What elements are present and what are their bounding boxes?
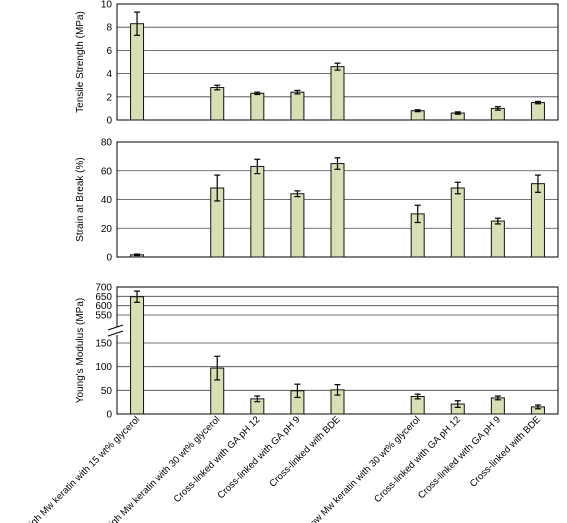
y-tick-label: 6 (106, 46, 112, 57)
y-tick-label: 10 (101, 0, 113, 11)
y-tick-label: 2 (106, 92, 112, 103)
y-axis-label: Tensile Strength (MPa) (75, 11, 86, 113)
y-tick-label: 550 (95, 311, 112, 322)
bar (330, 66, 345, 121)
panel-1: 0 2 4 6 8 10 Tensile Strength (MPa) (75, 0, 559, 127)
y-tick-label: 8 (106, 23, 112, 34)
y-tick-label: 20 (101, 224, 113, 235)
category-label: Cross-linked with BDE (468, 414, 543, 489)
bar (130, 296, 145, 415)
bar (330, 163, 345, 258)
y-tick-label: 150 (95, 339, 112, 350)
bar (490, 220, 505, 258)
category-labels: High Mw keratin with 15 wt% glycerolHigh… (22, 414, 543, 523)
panel-2: 0 20 40 60 80 Strain at Break (%) (75, 138, 559, 264)
bar (250, 92, 265, 121)
y-tick-label: 700 (95, 283, 112, 294)
bar (530, 183, 545, 258)
bar (210, 87, 225, 121)
bar (530, 102, 545, 121)
y-tick-label: 50 (101, 386, 113, 397)
y-tick-label: 650 (95, 292, 112, 303)
category-label: Cross-linked with GA pH 9 (416, 414, 503, 501)
y-tick-label: 600 (95, 301, 112, 312)
y-tick-label: 60 (101, 166, 113, 177)
chart-panels: 0 2 4 6 8 10 Tensile Strength (MPa) 0 20 40 60 80 St… (75, 0, 559, 421)
category-label: Cross-linked with GA pH 9 (216, 414, 303, 501)
y-tick-label: 0 (106, 410, 112, 421)
y-axis-label: Strain at Break (%) (75, 157, 86, 241)
bar (290, 193, 305, 258)
category-label: Cross-linked with BDE (267, 414, 342, 489)
bar (250, 165, 265, 258)
y-tick-label: 0 (106, 253, 112, 264)
bar (450, 187, 465, 258)
axis-break-gap (109, 327, 123, 335)
y-axis-label: Young's Modulus (MPa) (75, 298, 86, 403)
axis-break-mark (107, 330, 124, 337)
y-tick-label: 0 (106, 116, 112, 127)
axis-break-mark (107, 324, 124, 331)
bar (290, 91, 305, 121)
y-tick-label: 4 (106, 69, 112, 80)
y-tick-label: 80 (101, 138, 113, 149)
bar (130, 23, 145, 121)
y-tick-label: 40 (101, 195, 113, 206)
y-tick-label: 100 (95, 362, 112, 373)
